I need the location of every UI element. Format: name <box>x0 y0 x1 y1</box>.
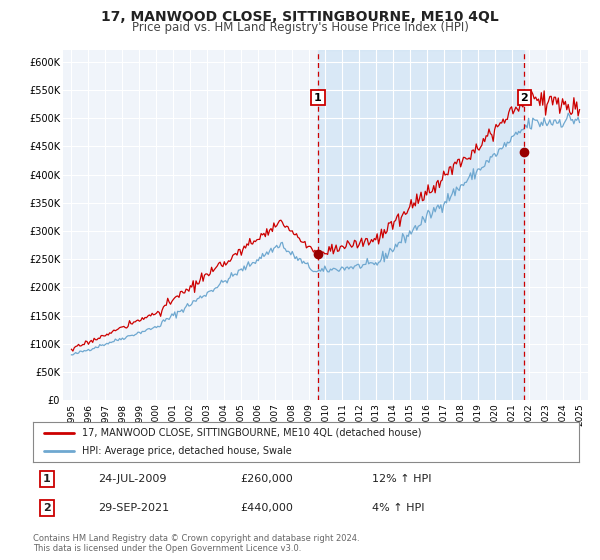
Text: £260,000: £260,000 <box>241 474 293 484</box>
Text: 4% ↑ HPI: 4% ↑ HPI <box>371 503 424 514</box>
Text: Price paid vs. HM Land Registry's House Price Index (HPI): Price paid vs. HM Land Registry's House … <box>131 21 469 35</box>
Text: 29-SEP-2021: 29-SEP-2021 <box>98 503 170 514</box>
Bar <box>318 50 524 400</box>
Text: £440,000: £440,000 <box>241 503 293 514</box>
Text: This data is licensed under the Open Government Licence v3.0.: This data is licensed under the Open Gov… <box>33 544 301 553</box>
Text: 2: 2 <box>43 503 50 514</box>
Text: Contains HM Land Registry data © Crown copyright and database right 2024.: Contains HM Land Registry data © Crown c… <box>33 534 359 543</box>
Text: 2: 2 <box>521 92 529 102</box>
Text: 12% ↑ HPI: 12% ↑ HPI <box>371 474 431 484</box>
Text: 17, MANWOOD CLOSE, SITTINGBOURNE, ME10 4QL (detached house): 17, MANWOOD CLOSE, SITTINGBOURNE, ME10 4… <box>82 428 422 437</box>
Text: 1: 1 <box>43 474 50 484</box>
Text: HPI: Average price, detached house, Swale: HPI: Average price, detached house, Swal… <box>82 446 292 456</box>
Text: 17, MANWOOD CLOSE, SITTINGBOURNE, ME10 4QL: 17, MANWOOD CLOSE, SITTINGBOURNE, ME10 4… <box>101 10 499 24</box>
Text: 24-JUL-2009: 24-JUL-2009 <box>98 474 167 484</box>
Text: 1: 1 <box>314 92 322 102</box>
